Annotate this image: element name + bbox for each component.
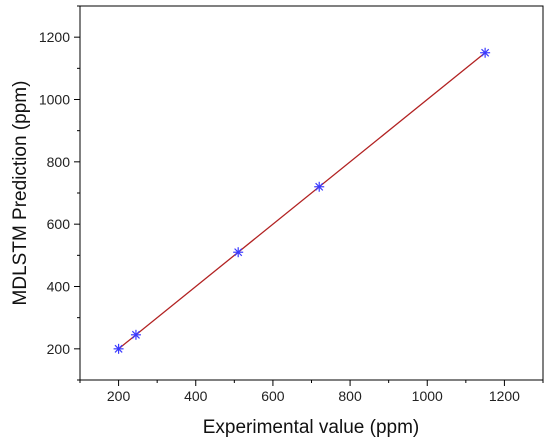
y-tick-label: 800 [47, 154, 71, 170]
y-tick-label: 400 [47, 279, 71, 295]
data-point [233, 247, 244, 258]
x-tick-label: 1000 [412, 388, 443, 404]
x-tick-label: 400 [184, 388, 208, 404]
y-axis-ticks: 200 400 600 800 1000 1200 [39, 5, 80, 381]
x-tick-label: 1200 [489, 388, 520, 404]
y-tick-label: 200 [47, 341, 71, 357]
y-tick-label: 600 [47, 216, 71, 232]
x-tick-label: 800 [338, 388, 362, 404]
y-axis-title: MDLSTM Prediction (ppm) [10, 81, 31, 306]
data-point [130, 329, 141, 340]
fit-line [118, 52, 486, 350]
data-point [480, 47, 491, 58]
x-axis-title: Experimental value (ppm) [203, 417, 419, 438]
data-point [113, 343, 124, 354]
data-point [314, 181, 325, 192]
y-tick-label: 1000 [39, 92, 70, 108]
fit-line-layer [118, 52, 486, 350]
data-points-layer [113, 47, 491, 354]
x-tick-label: 600 [261, 388, 285, 404]
x-axis-ticks: 200 400 600 800 1000 1200 [79, 380, 544, 404]
y-tick-label: 1200 [39, 29, 70, 45]
x-tick-label: 200 [107, 388, 131, 404]
